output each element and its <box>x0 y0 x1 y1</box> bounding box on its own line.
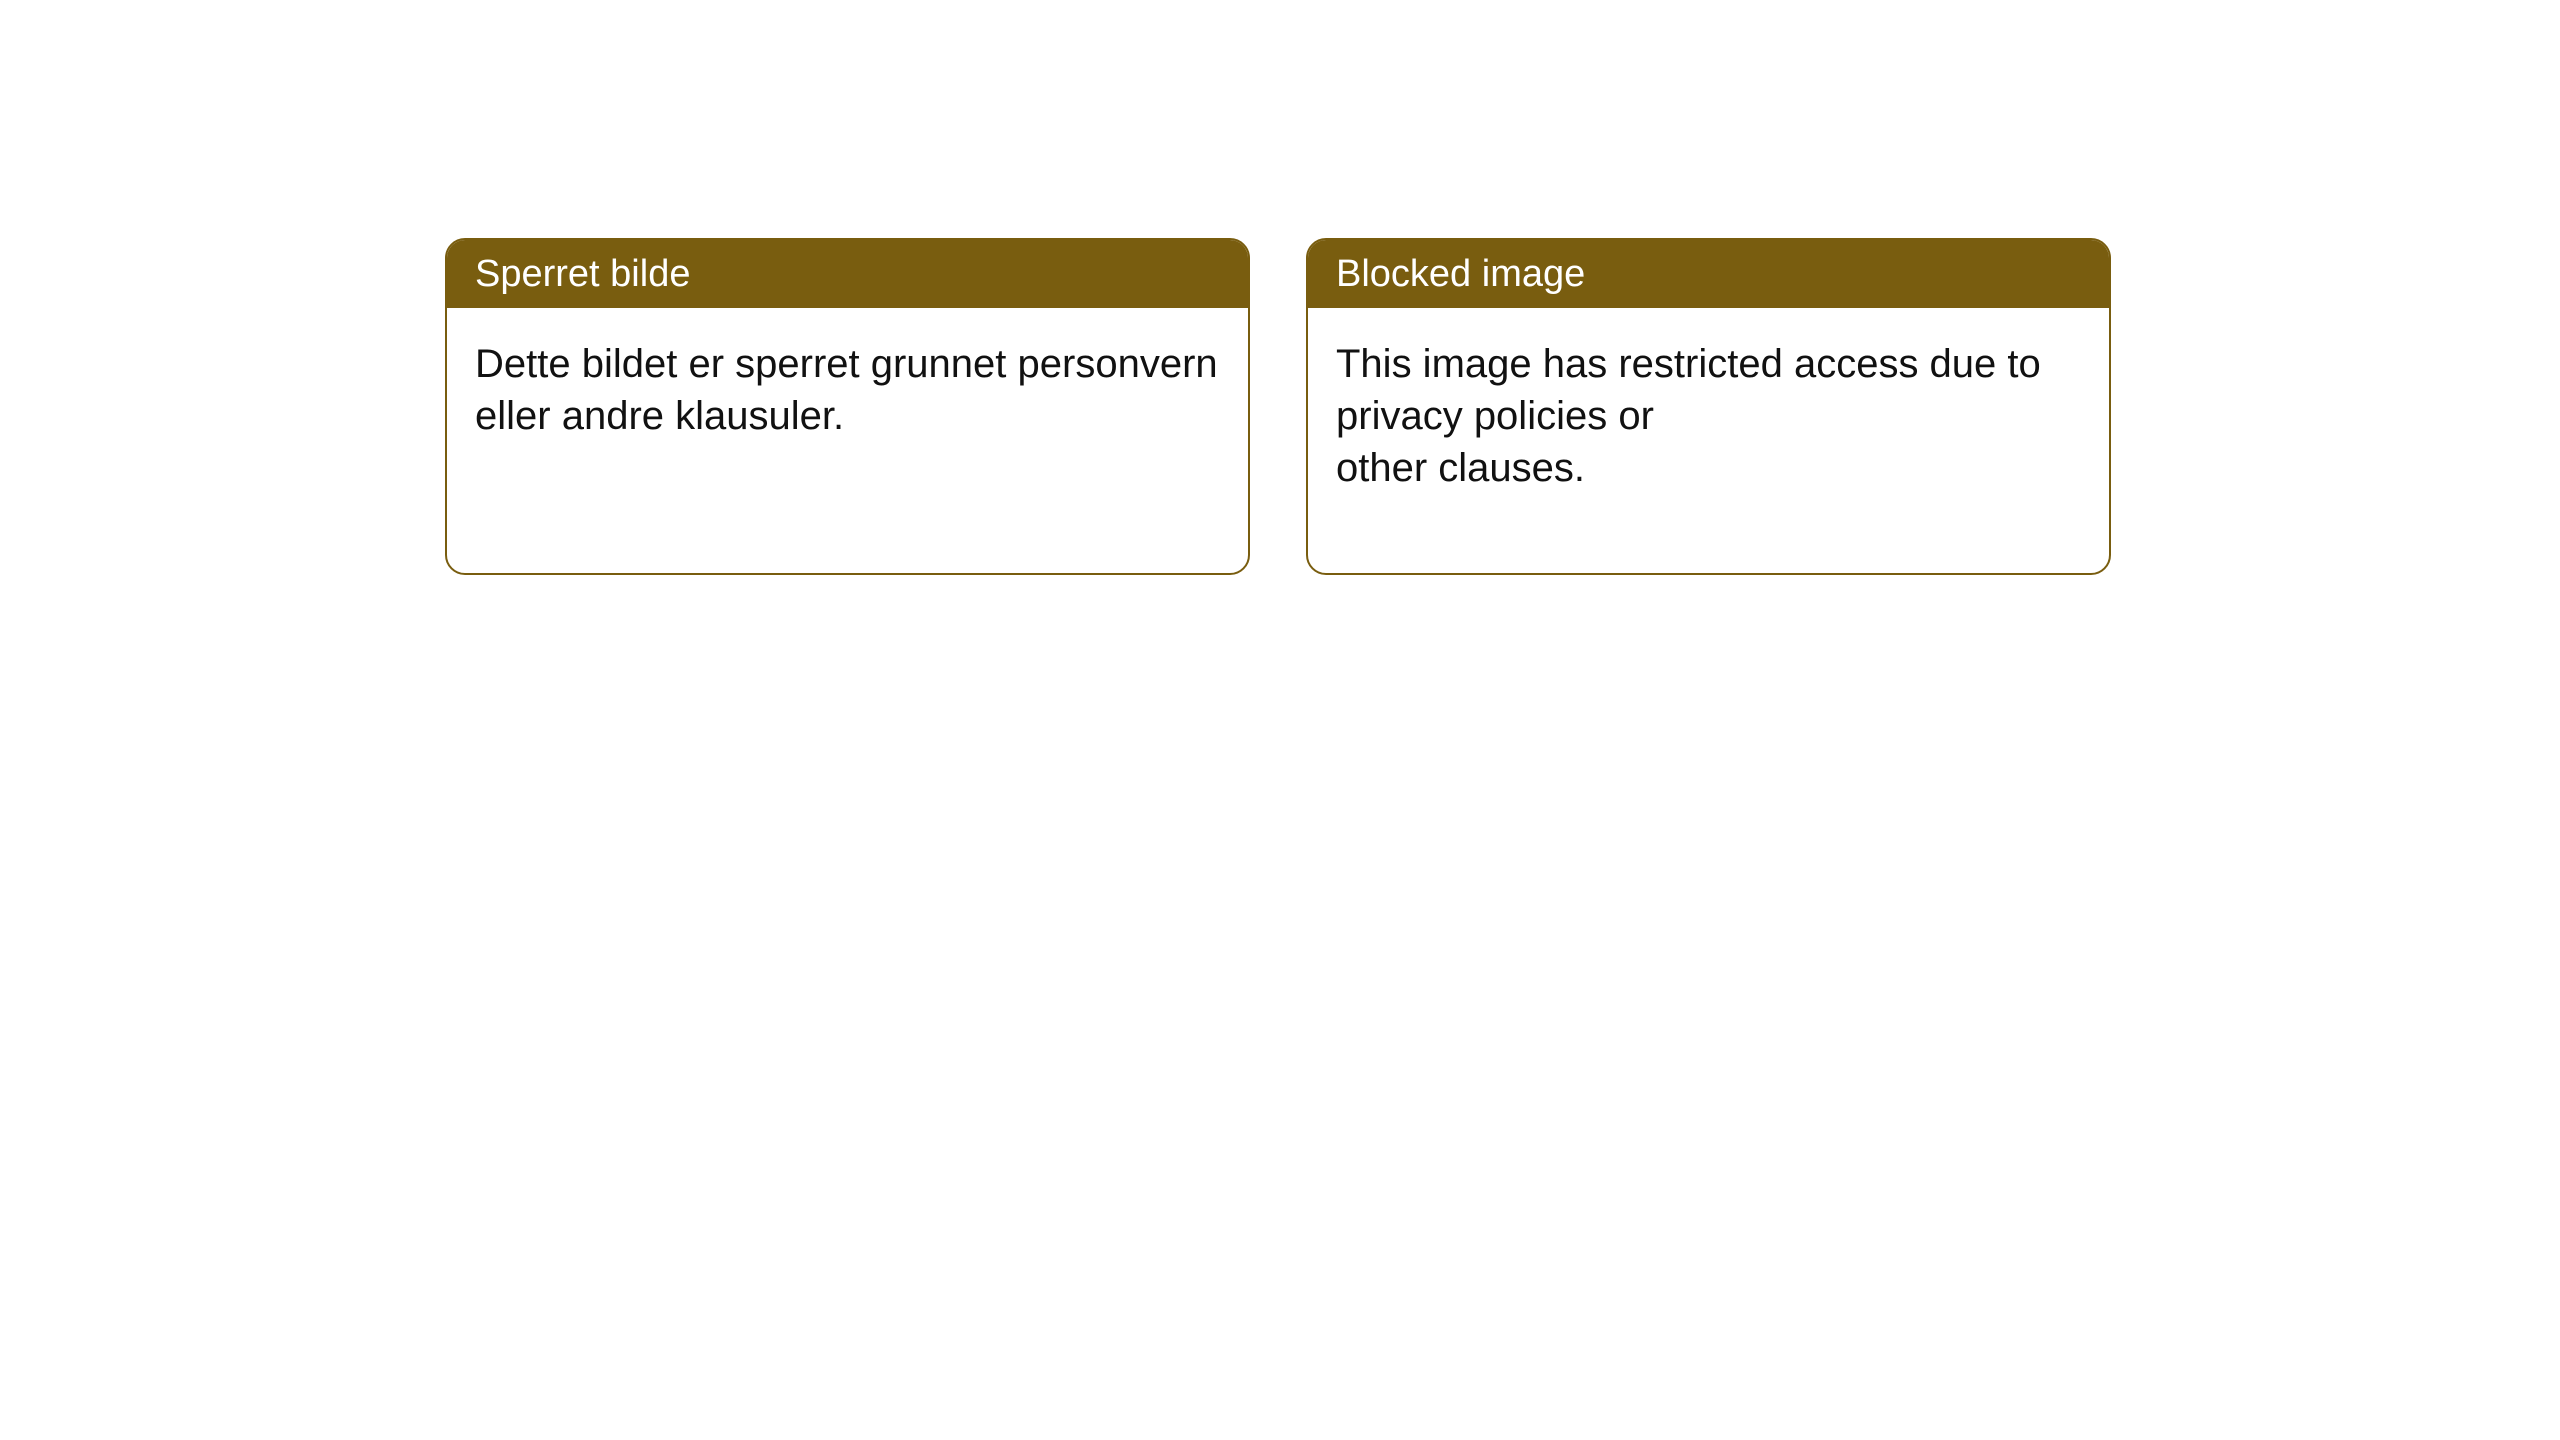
card-header-no: Sperret bilde <box>447 240 1248 308</box>
blocked-image-card-no: Sperret bilde Dette bildet er sperret gr… <box>445 238 1250 575</box>
card-body-no: Dette bildet er sperret grunnet personve… <box>447 308 1248 462</box>
card-header-en: Blocked image <box>1308 240 2109 308</box>
canvas: Sperret bilde Dette bildet er sperret gr… <box>0 0 2560 1440</box>
card-body-en: This image has restricted access due to … <box>1308 308 2109 514</box>
blocked-image-card-en: Blocked image This image has restricted … <box>1306 238 2111 575</box>
